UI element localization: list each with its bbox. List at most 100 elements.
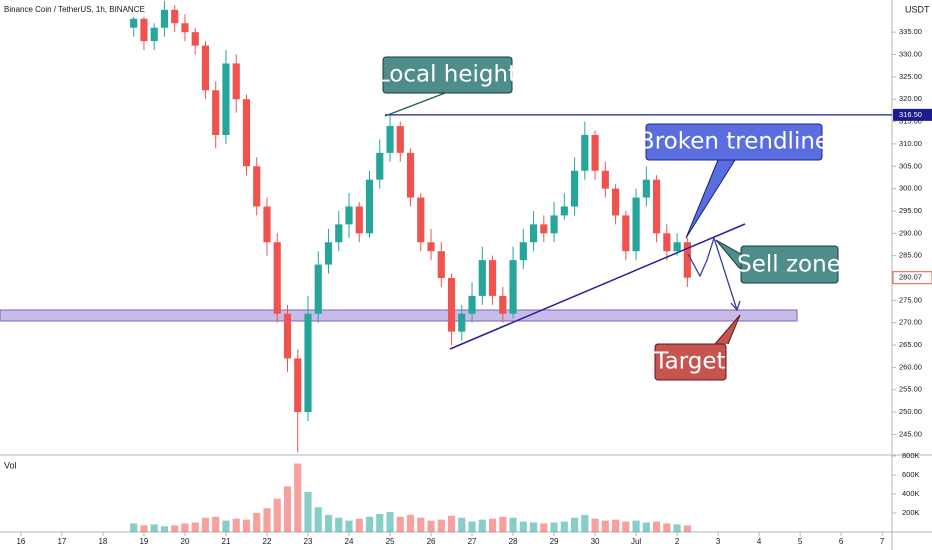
volume-bar bbox=[560, 521, 568, 532]
candle-body bbox=[386, 126, 394, 153]
candle-body bbox=[540, 224, 548, 234]
volume-bar bbox=[653, 521, 661, 532]
volume-bar bbox=[683, 525, 691, 532]
volume-bar bbox=[570, 517, 579, 532]
volume-bar bbox=[499, 516, 507, 532]
x-tick-label: 30 bbox=[591, 537, 600, 546]
candle-body bbox=[468, 295, 476, 314]
candle-body bbox=[622, 215, 630, 252]
candle-body bbox=[355, 206, 363, 234]
volume-bar bbox=[335, 517, 343, 532]
volume-bar bbox=[488, 518, 497, 532]
candle-body bbox=[509, 260, 517, 314]
candle-body bbox=[160, 9, 169, 28]
callout-pointer bbox=[384, 92, 446, 117]
volume-bar bbox=[232, 518, 240, 532]
candle-body bbox=[673, 242, 681, 252]
candle-body bbox=[458, 313, 466, 332]
x-tick-label: 20 bbox=[181, 537, 190, 546]
candle-body bbox=[601, 170, 609, 189]
drawings: Local height Broken trendline Sell zone … bbox=[377, 56, 841, 381]
candle-body bbox=[581, 134, 589, 171]
volume-bar bbox=[201, 517, 210, 532]
x-tick-label: 29 bbox=[550, 537, 559, 546]
x-tick-label: 25 bbox=[386, 537, 395, 546]
candle-body bbox=[304, 313, 312, 413]
x-tick-label: 28 bbox=[509, 537, 518, 546]
volume-bar bbox=[171, 525, 179, 532]
candle-body bbox=[212, 90, 220, 135]
volume-bar bbox=[212, 516, 220, 532]
x-tick-label: 16 bbox=[16, 537, 25, 546]
volume-bar bbox=[427, 520, 435, 532]
callout-pointer bbox=[715, 239, 742, 271]
y-tick-label: 290.00 bbox=[899, 228, 922, 237]
callout-pointer bbox=[714, 314, 741, 345]
volume-bar bbox=[242, 519, 251, 532]
y-tick-label: 285.00 bbox=[899, 251, 922, 260]
candle-body bbox=[376, 152, 384, 180]
volume-bar bbox=[519, 521, 527, 532]
candle-body bbox=[273, 242, 281, 314]
x-tick-label: Jul bbox=[631, 537, 641, 546]
volume-bar bbox=[447, 515, 456, 532]
candle-body bbox=[171, 9, 179, 24]
y-tick-label: 600K bbox=[902, 470, 920, 479]
volume-bar bbox=[263, 508, 271, 532]
volume-bar bbox=[540, 523, 548, 532]
x-tick-label: 6 bbox=[839, 537, 844, 546]
last-price-label: 280.07 bbox=[899, 273, 922, 282]
chart-title: Binance Coin / TetherUS, 1h, BINANCE bbox=[4, 5, 145, 14]
candle-body bbox=[130, 18, 138, 28]
y-tick-label: 250.00 bbox=[899, 407, 922, 416]
x-tick-label: 21 bbox=[222, 537, 231, 546]
y-tick-label: 330.00 bbox=[899, 50, 922, 59]
candle-body bbox=[222, 63, 230, 135]
volume-bar bbox=[273, 498, 281, 532]
y-tick-label: 245.00 bbox=[899, 429, 922, 438]
candle-body bbox=[253, 166, 261, 207]
candle-body bbox=[437, 251, 445, 279]
candle-body bbox=[335, 224, 343, 243]
candle-body bbox=[201, 45, 210, 91]
callout-box bbox=[645, 123, 823, 161]
volume-bar bbox=[663, 523, 671, 532]
volume-bar bbox=[386, 512, 394, 532]
candle-body bbox=[642, 179, 650, 198]
volume-bar bbox=[591, 518, 599, 532]
candle-body bbox=[488, 260, 497, 296]
title-bg bbox=[0, 3, 155, 17]
annotation: Local height bbox=[377, 62, 517, 88]
volume-bar bbox=[150, 524, 158, 532]
candle-body bbox=[550, 215, 558, 234]
candle-body bbox=[406, 152, 415, 198]
y-tick-label: 300.00 bbox=[899, 184, 922, 193]
y-tick-label: 400K bbox=[902, 489, 920, 498]
projection-arrow bbox=[687, 235, 738, 311]
candle-body bbox=[396, 126, 404, 153]
y-tick-label: 335.00 bbox=[899, 27, 922, 36]
candle-body bbox=[663, 233, 671, 252]
volume-bar bbox=[355, 518, 363, 532]
volume-bar bbox=[130, 523, 138, 532]
volume-bar bbox=[437, 519, 445, 532]
trendline bbox=[449, 223, 746, 350]
y-tick-label: 800K bbox=[902, 451, 920, 460]
candle-body bbox=[683, 242, 691, 278]
candle-body bbox=[519, 242, 527, 261]
candle-body bbox=[427, 242, 435, 252]
volume-bar bbox=[458, 517, 466, 532]
candle-body bbox=[653, 179, 661, 234]
y-tick-label: 325.00 bbox=[899, 72, 922, 81]
candle-body bbox=[191, 32, 199, 46]
x-tick-label: 27 bbox=[468, 537, 477, 546]
x-tick-label: 19 bbox=[139, 537, 148, 546]
volume-bar bbox=[140, 525, 148, 532]
candle-body bbox=[242, 99, 251, 167]
candle-body bbox=[294, 358, 302, 413]
volume-bar bbox=[509, 517, 517, 532]
x-tick-label: 26 bbox=[427, 537, 436, 546]
candle-body bbox=[150, 27, 158, 42]
y-tick-label: 275.00 bbox=[899, 295, 922, 304]
